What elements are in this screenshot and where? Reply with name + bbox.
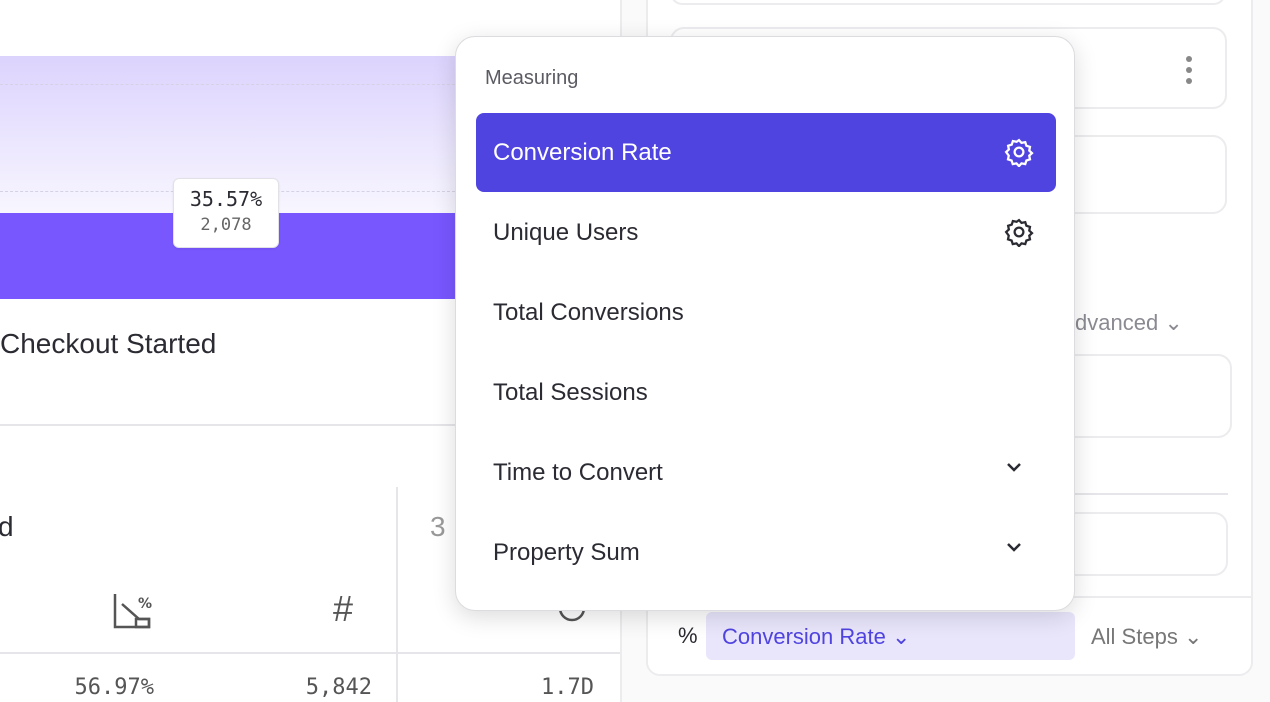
gridline	[0, 84, 460, 85]
dropdown-header: Measuring	[485, 67, 579, 89]
divider	[396, 487, 398, 702]
filter-box[interactable]	[1060, 354, 1232, 438]
gear-icon[interactable]	[1004, 217, 1034, 247]
more-options-icon[interactable]	[1182, 54, 1196, 86]
bar-tooltip: 35.57% 2,078	[173, 178, 279, 248]
step-name: Checkout Started	[0, 328, 217, 359]
advanced-label: dvanced	[1075, 310, 1159, 335]
advanced-toggle[interactable]: dvanced ⌄	[1075, 310, 1183, 336]
svg-text:%: %	[138, 596, 152, 612]
table-cell: 56.97%	[74, 675, 154, 700]
menu-item-label: Conversion Rate	[493, 139, 672, 166]
steps-select[interactable]: All Steps ⌄	[1091, 624, 1202, 650]
gear-icon[interactable]	[1004, 137, 1034, 167]
measure-value: Conversion Rate	[722, 624, 886, 649]
divider	[0, 652, 620, 654]
chevron-down-icon: ⌄	[1183, 624, 1203, 649]
chevron-down-icon: ⌄	[892, 624, 911, 649]
menu-item-label: Property Sum	[493, 539, 640, 566]
menu-item-label: Time to Convert	[493, 459, 663, 486]
query-row[interactable]	[670, 0, 1226, 5]
measuring-dropdown: Measuring Conversion Rate Unique Users T…	[455, 36, 1075, 611]
tooltip-percent: 35.57%	[189, 187, 263, 211]
divider	[1060, 493, 1228, 495]
menu-item-label: Total Conversions	[493, 299, 684, 326]
conversion-rate-icon: %	[113, 594, 152, 629]
column-header: 3	[430, 511, 446, 542]
menu-item-property-sum[interactable]: Property Sum	[476, 513, 1056, 592]
table-cell: 1.7D	[541, 675, 594, 700]
measure-select[interactable]: Conversion Rate ⌄	[706, 612, 1075, 660]
filter-box[interactable]	[1060, 512, 1228, 576]
divider	[0, 424, 620, 426]
chevron-down-icon[interactable]	[1006, 541, 1022, 553]
steps-value: All Steps	[1091, 624, 1178, 649]
column-header: d	[0, 511, 14, 542]
percent-icon: %	[678, 623, 698, 648]
chevron-down-icon[interactable]	[1006, 461, 1022, 473]
menu-item-label: Total Sessions	[493, 379, 648, 406]
menu-item-conversion-rate[interactable]: Conversion Rate	[476, 113, 1056, 192]
tooltip-count: 2,078	[200, 215, 252, 235]
menu-item-unique-users[interactable]: Unique Users	[476, 193, 1056, 272]
menu-item-total-sessions[interactable]: Total Sessions	[476, 353, 1056, 432]
menu-item-total-conversions[interactable]: Total Conversions	[476, 273, 1056, 352]
menu-item-label: Unique Users	[493, 219, 639, 246]
hash-icon: #	[333, 588, 354, 629]
table-cell: 5,842	[305, 675, 372, 700]
menu-item-time-to-convert[interactable]: Time to Convert	[476, 433, 1056, 512]
chevron-down-icon: ⌄	[1164, 310, 1183, 335]
